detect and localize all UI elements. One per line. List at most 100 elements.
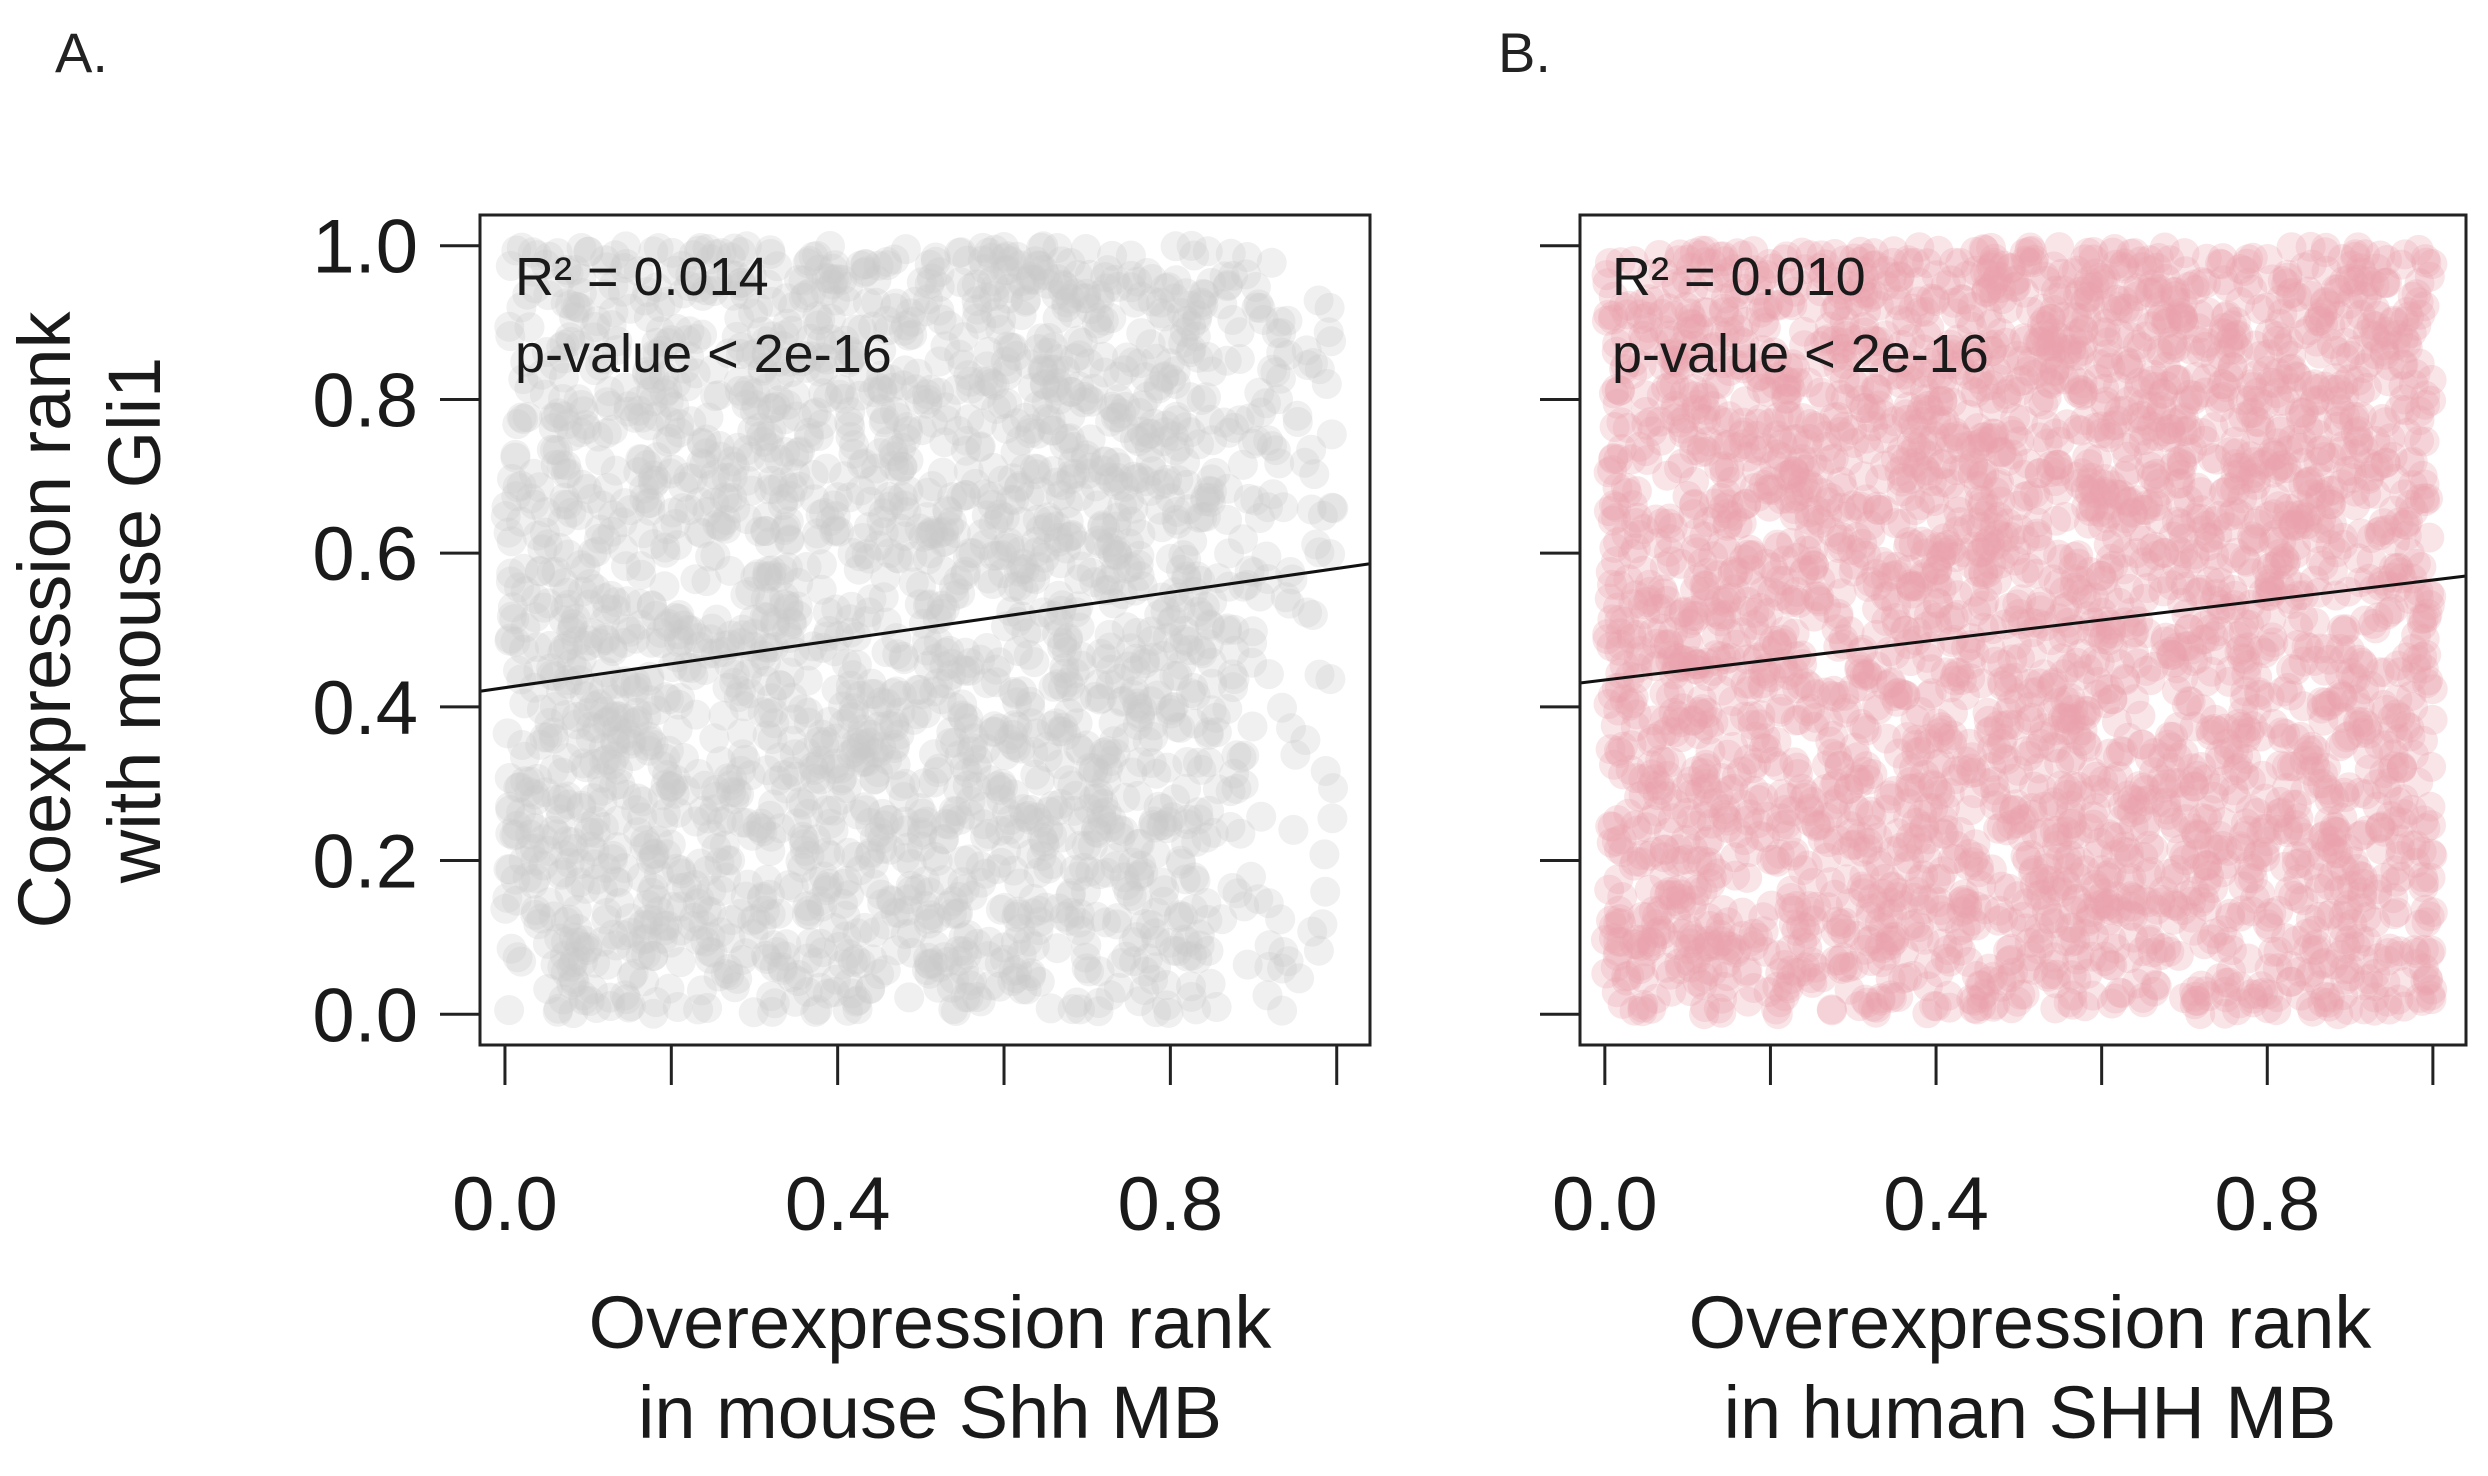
scatter-point [2069, 405, 2100, 436]
y-tick-label: 0.8 [312, 358, 418, 443]
scatter-point [1246, 801, 1277, 832]
scatter-point [2022, 518, 2053, 549]
scatter-point [1192, 236, 1223, 267]
scatter-point [1997, 644, 2028, 675]
scatter-point [1627, 555, 1658, 586]
points-layer [490, 230, 1349, 1029]
scatter-point [2318, 949, 2349, 980]
scatter-point [546, 332, 577, 363]
scatter-point [924, 377, 954, 408]
scatter-point [881, 288, 912, 319]
scatter-point [1296, 494, 1327, 525]
scatter-point [497, 592, 528, 623]
scatter-point [1175, 290, 1206, 321]
scatter-point [647, 335, 677, 366]
scatter-point [1620, 929, 1651, 960]
scatter-point [984, 499, 1015, 530]
scatter-point [1115, 552, 1146, 582]
scatter-point [608, 920, 639, 951]
scatter-point [1160, 356, 1191, 387]
scatter-point [1217, 873, 1248, 903]
scatter-point [1823, 353, 1854, 383]
scatter-point [870, 909, 901, 940]
scatter-point [1196, 267, 1227, 298]
scatter-point [1875, 963, 1906, 994]
scatter-point [1919, 284, 1950, 315]
scatter-point [514, 373, 545, 404]
scatter-point [641, 884, 672, 915]
scatter-point [932, 946, 963, 977]
scatter-point [1093, 575, 1124, 605]
scatter-point [1165, 554, 1196, 585]
scatter-point [1016, 562, 1047, 593]
scatter-point [880, 897, 911, 928]
scatter-point [591, 524, 621, 555]
scatter-point [893, 476, 924, 506]
scatter-point [545, 794, 576, 825]
scatter-point [1187, 638, 1218, 669]
scatter-point [1783, 759, 1813, 789]
scatter-point [1893, 554, 1924, 585]
scatter-point [506, 506, 536, 537]
scatter-point [719, 972, 750, 1003]
scatter-point [1908, 860, 1939, 891]
scatter-point [819, 264, 849, 295]
scatter-point [1122, 266, 1153, 297]
scatter-point [2158, 721, 2189, 752]
scatter-point [588, 812, 619, 842]
scatter-point [1780, 705, 1811, 736]
scatter-point [746, 808, 777, 839]
scatter-point [2024, 422, 2055, 453]
scatter-point [771, 283, 802, 314]
scatter-point [2214, 666, 2245, 697]
scatter-point [592, 252, 622, 283]
scatter-point [665, 947, 696, 978]
scatter-point [1013, 926, 1043, 957]
scatter-point [930, 637, 961, 668]
scatter-point [1130, 362, 1161, 393]
scatter-point [775, 481, 806, 512]
scatter-point [1731, 957, 1762, 988]
scatter-point [914, 589, 945, 620]
scatter-point [1845, 637, 1876, 668]
scatter-point [1188, 289, 1219, 320]
scatter-point [879, 708, 910, 739]
scatter-point [769, 515, 800, 545]
scatter-point [948, 955, 979, 986]
scatter-point [538, 815, 569, 846]
scatter-point [509, 634, 539, 665]
scatter-point [585, 445, 616, 476]
scatter-point [888, 370, 919, 401]
scatter-point [2165, 459, 2196, 490]
scatter-point [1211, 345, 1242, 376]
scatter-point [1664, 453, 1694, 484]
scatter-point [1758, 625, 1789, 656]
scatter-point [1121, 922, 1152, 953]
scatter-point [2168, 402, 2199, 433]
scatter-point [1770, 374, 1801, 405]
scatter-point [887, 481, 918, 512]
scatter-point [876, 364, 906, 395]
scatter-point [1193, 935, 1224, 966]
scatter-point [2008, 459, 2039, 490]
scatter-point [833, 968, 864, 999]
scatter-point [1181, 826, 1212, 857]
scatter-point [2396, 830, 2427, 861]
scatter-point [522, 632, 553, 662]
scatter-point [815, 324, 846, 355]
scatter-point [983, 713, 1014, 744]
scatter-point [664, 417, 695, 448]
scatter-point [1678, 373, 1709, 404]
scatter-point [785, 436, 815, 467]
scatter-point [1118, 493, 1149, 524]
scatter-point [989, 502, 1020, 533]
scatter-point [1649, 315, 1680, 346]
scatter-point [829, 868, 860, 899]
scatter-point [972, 633, 1003, 663]
scatter-point [2078, 237, 2109, 267]
y-tick-label: 1.0 [312, 205, 418, 290]
scatter-point [2117, 797, 2147, 828]
scatter-point [1097, 539, 1128, 570]
scatter-point [819, 754, 849, 785]
scatter-point [1692, 954, 1723, 985]
